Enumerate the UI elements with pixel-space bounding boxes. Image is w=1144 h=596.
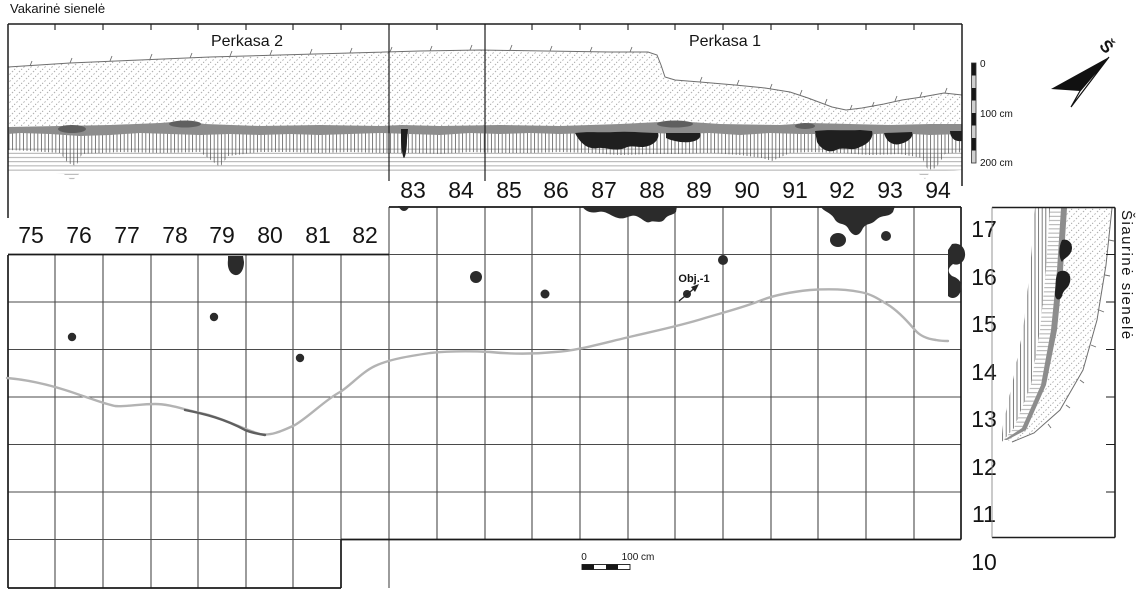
feature-blob — [227, 256, 244, 276]
col-label-80: 80 — [257, 222, 283, 248]
north-arrow-light-half — [1070, 56, 1110, 108]
west-wall-title: Vakarinė sienelė — [10, 1, 105, 16]
dark-grey-lens — [795, 123, 815, 129]
feature-dot — [881, 231, 891, 241]
feature-blob — [398, 206, 410, 211]
col-label-83: 83 — [400, 177, 426, 203]
charcoal-lens — [950, 131, 962, 142]
col-label-93: 93 — [877, 177, 903, 203]
col-label-86: 86 — [543, 177, 569, 203]
ground-surface-line — [7, 49, 963, 111]
charcoal-lens — [575, 131, 659, 150]
charcoal-lens — [815, 130, 873, 152]
wavy-boundary-dark-segment — [183, 408, 267, 437]
col-label-89: 89 — [686, 177, 712, 203]
north-arrow: Š — [1051, 36, 1118, 108]
north-profile-frame — [992, 206, 1116, 539]
north-topsoil-layer — [1007, 208, 1112, 442]
col-label-91: 91 — [782, 177, 808, 203]
wavy-boundary-line — [5, 288, 950, 436]
dark-grey-lens — [657, 120, 693, 128]
col-label-90: 90 — [734, 177, 760, 203]
row-label-15: 15 — [971, 311, 997, 337]
north-label: Š — [1096, 36, 1118, 57]
row-label-17: 17 — [971, 216, 997, 242]
feature-dot — [67, 332, 77, 342]
col-label-87: 87 — [591, 177, 617, 203]
feature-dot — [830, 233, 846, 247]
col-label-81: 81 — [305, 222, 331, 248]
col-label-82: 82 — [352, 222, 378, 248]
north-horizontal-lined-layer — [1001, 208, 1061, 443]
feature-dot — [209, 312, 219, 322]
row-label-16: 16 — [971, 264, 997, 290]
row-label-11: 11 — [972, 501, 996, 527]
col-label-75: 75 — [18, 222, 44, 248]
object-1-feature: Obj.-1 — [678, 273, 710, 302]
feature-dot — [470, 271, 482, 283]
depth-scale-100: 100 cm — [980, 109, 1013, 120]
col-label-92: 92 — [829, 177, 855, 203]
plan-scale-bar: 0 100 cm — [581, 552, 654, 570]
col-label-84: 84 — [448, 177, 474, 203]
north-wall-profile — [991, 206, 1116, 539]
charcoal-lens — [666, 133, 701, 143]
dark-grey-lens — [169, 120, 201, 128]
north-wall-title: Šiaurinė sienelė — [1118, 210, 1135, 341]
north-charcoal-lens — [1059, 239, 1072, 262]
row-label-13: 13 — [971, 406, 997, 432]
row-label-14: 14 — [971, 359, 997, 385]
feature-dot — [718, 255, 728, 265]
plan-grid: Obj.-1 75 76 77 78 79 80 81 82 83 84 85 … — [5, 177, 997, 589]
feature-dot — [540, 289, 550, 299]
charcoal-lens — [884, 132, 913, 145]
feature-blob — [948, 243, 966, 298]
col-label-78: 78 — [162, 222, 188, 248]
north-grey-band — [1004, 208, 1067, 440]
feature-dot — [295, 353, 305, 363]
north-arrow-dark-half — [1051, 57, 1109, 91]
depth-scale-bar: 0 100 cm 200 cm — [971, 59, 1013, 169]
depth-scale-200: 200 cm — [980, 158, 1013, 169]
depth-scale-0: 0 — [980, 59, 986, 70]
north-grass-ticks — [1047, 239, 1115, 429]
plan-scale-0: 0 — [581, 552, 587, 563]
grid-border-lines — [7, 206, 962, 589]
dark-grey-lens — [58, 125, 86, 133]
row-label-10: 10 — [971, 549, 997, 575]
north-surface-line — [1011, 207, 1113, 443]
trench-2-label: Perkasa 2 — [211, 33, 283, 50]
grid-inner-lines — [8, 207, 961, 588]
feature-blob — [820, 206, 895, 236]
profile-top-ticks — [54, 24, 915, 30]
west-wall-profile: Perkasa 2 Perkasa 1 — [7, 23, 963, 218]
col-label-79: 79 — [209, 222, 235, 248]
col-label-76: 76 — [66, 222, 92, 248]
north-vertical-striped-layer — [1001, 208, 1050, 443]
col-label-88: 88 — [639, 177, 665, 203]
object-1-label: Obj.-1 — [678, 273, 709, 285]
north-charcoal-lens — [1054, 270, 1071, 300]
charcoal-streak — [401, 129, 408, 158]
col-label-94: 94 — [925, 177, 951, 203]
col-label-77: 77 — [114, 222, 140, 248]
row-label-12: 12 — [971, 454, 997, 480]
grass-tick-marks — [29, 44, 948, 111]
feature-blob — [582, 206, 677, 223]
col-label-85: 85 — [496, 177, 522, 203]
object-1-arrowhead — [691, 284, 699, 292]
north-profile-row-ticks — [1106, 253, 1115, 493]
trench-1-label: Perkasa 1 — [689, 33, 761, 50]
trench-divider-lines — [388, 24, 486, 181]
plan-scale-100: 100 cm — [622, 552, 655, 563]
